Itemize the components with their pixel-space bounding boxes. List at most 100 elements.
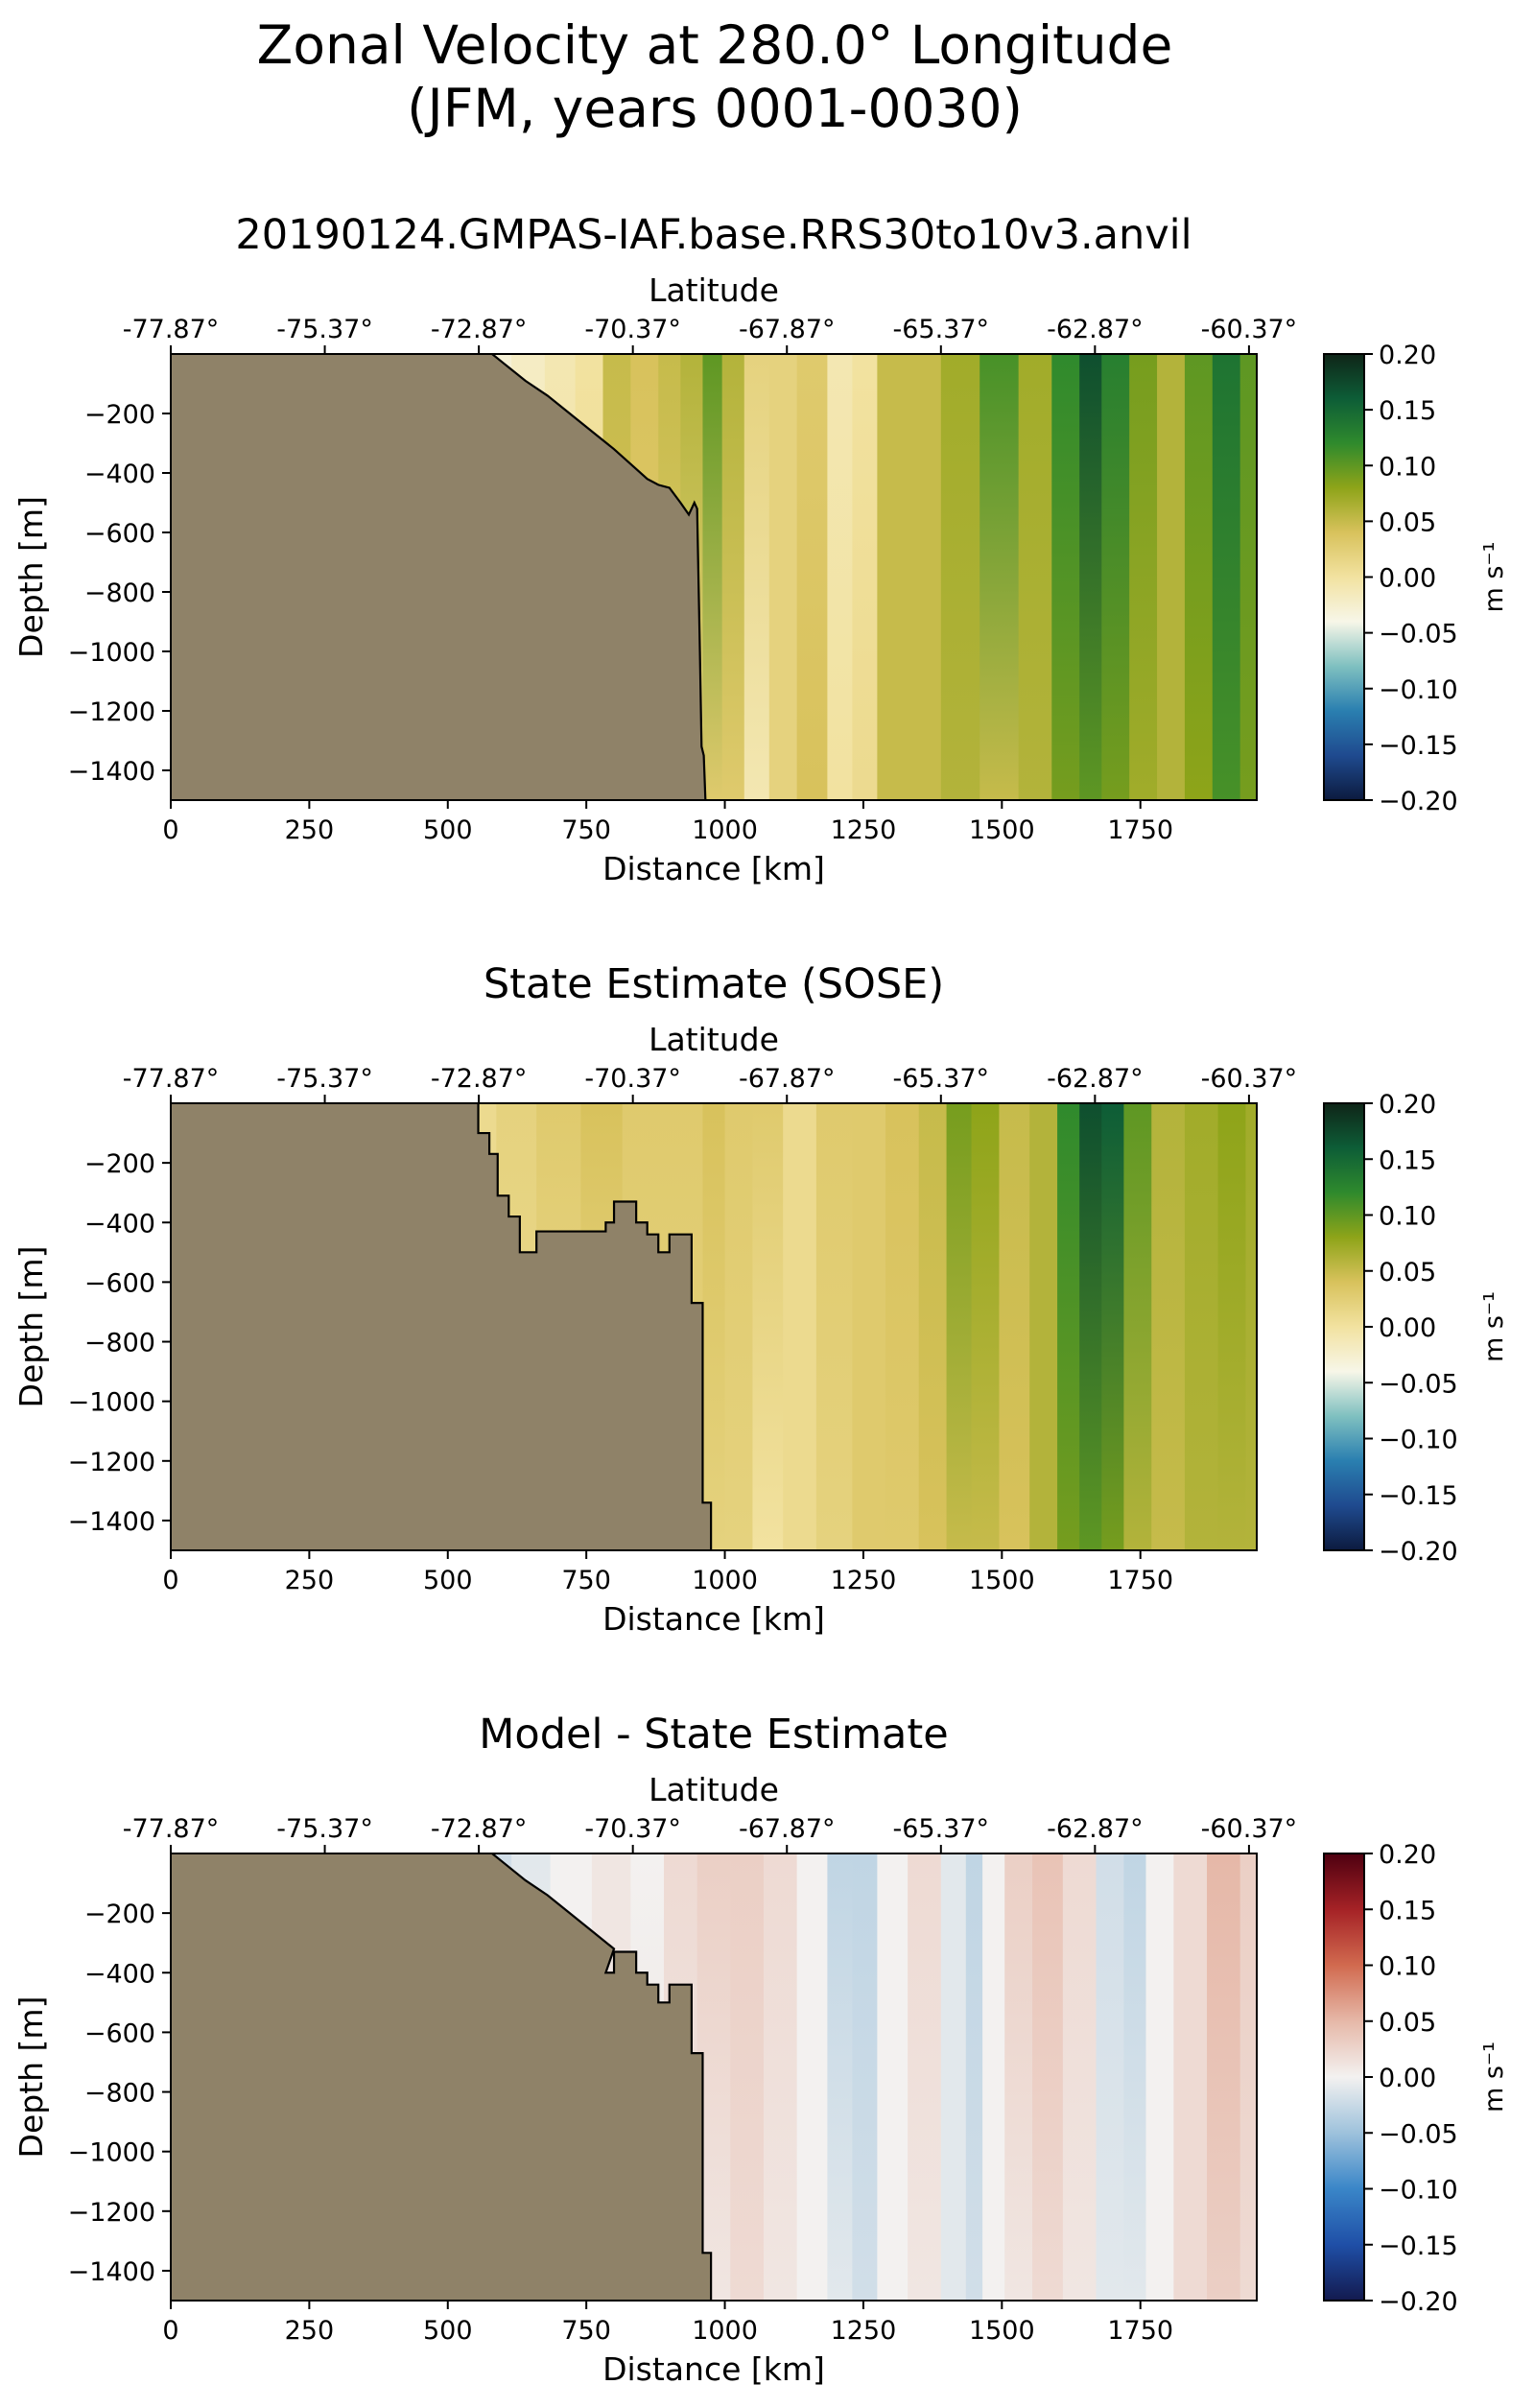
y-tick-label: −600 — [84, 1268, 155, 1298]
velocity-strip — [1151, 1103, 1186, 1550]
velocity-strip — [918, 1103, 948, 1550]
velocity-strip — [1101, 1103, 1124, 1550]
latitude-tick-label: -77.87° — [123, 1064, 220, 1094]
velocity-strip — [999, 1103, 1030, 1550]
velocity-strip — [1032, 1853, 1064, 2301]
latitude-axis-label: Latitude — [649, 271, 779, 309]
latitude-tick-label: -62.87° — [1047, 1814, 1144, 1844]
colorbar-tick-label: −0.20 — [1379, 2287, 1458, 2317]
velocity-strip — [815, 1103, 853, 1550]
y-axis-label: Depth [m] — [12, 1996, 50, 2159]
latitude-tick-label: -67.87° — [739, 1814, 836, 1844]
y-tick-label: −600 — [84, 2018, 155, 2048]
x-tick-label: 1500 — [969, 815, 1035, 845]
velocity-strip — [752, 1103, 784, 1550]
latitude-tick-label: -60.37° — [1201, 315, 1298, 344]
x-tick-label: 500 — [423, 2316, 473, 2346]
land-mask — [171, 1103, 712, 1550]
colorbar-tick-label: −0.10 — [1379, 675, 1458, 705]
x-axis-label: Distance [km] — [602, 1600, 825, 1638]
latitude-tick-label: -72.87° — [431, 1814, 528, 1844]
colorbar-tick-label: 0.15 — [1379, 1896, 1436, 1925]
latitude-tick-label: -75.37° — [276, 315, 373, 344]
velocity-strip — [1145, 1853, 1174, 2301]
velocity-strip — [1096, 1853, 1124, 2301]
velocity-strip — [724, 1103, 754, 1550]
colorbar-tick-label: −0.10 — [1379, 2176, 1458, 2206]
x-tick-label: 1250 — [831, 2316, 897, 2346]
velocity-strip — [1239, 1853, 1258, 2301]
x-tick-label: 750 — [561, 1566, 611, 1595]
velocity-strip — [852, 1103, 886, 1550]
x-tick-label: 1250 — [831, 815, 897, 845]
colorbar-tick-label: −0.20 — [1379, 1537, 1458, 1567]
colorbar-tick-label: −0.10 — [1379, 1426, 1458, 1455]
velocity-strip — [979, 354, 1020, 800]
velocity-strip — [1051, 354, 1080, 800]
x-tick-label: 250 — [285, 815, 335, 845]
x-tick-label: 0 — [162, 815, 178, 845]
latitude-tick-label: -60.37° — [1201, 1064, 1298, 1094]
velocity-strip — [1018, 354, 1052, 800]
velocity-strip — [1079, 354, 1102, 800]
latitude-tick-label: -62.87° — [1047, 315, 1144, 344]
colorbar-tick-label: 0.20 — [1379, 1090, 1436, 1120]
latitude-axis-label: Latitude — [649, 1021, 779, 1058]
plot-frame — [170, 353, 1258, 801]
x-tick-label: 250 — [285, 1566, 335, 1595]
x-tick-label: 1250 — [831, 1566, 897, 1595]
colorbar-tick-label: 0.20 — [1379, 1840, 1436, 1870]
y-tick-label: −1000 — [68, 1388, 155, 1418]
figure-title: Zonal Velocity at 280.0° Longitude (JFM,… — [0, 13, 1429, 140]
velocity-strip — [796, 1853, 828, 2301]
land-mask — [171, 1853, 712, 2301]
land-mask — [171, 354, 706, 800]
x-tick-label: 1000 — [692, 1566, 758, 1595]
x-tick-label: 500 — [423, 815, 473, 845]
y-tick-label: −200 — [84, 400, 155, 430]
velocity-strip — [908, 354, 942, 800]
y-tick-label: −1400 — [68, 2257, 155, 2287]
velocity-strip — [1062, 1853, 1097, 2301]
figure-title-line-1: Zonal Velocity at 280.0° Longitude — [256, 14, 1173, 76]
bathymetry-line — [491, 1853, 713, 2301]
y-tick-label: −1200 — [68, 1448, 155, 1477]
colorbar-tick-label: −0.05 — [1379, 1369, 1458, 1399]
latitude-tick-label: -72.87° — [431, 1064, 528, 1094]
colorbar-tick-label: 0.05 — [1379, 508, 1436, 537]
colorbar-tick-label: 0.05 — [1379, 1258, 1436, 1287]
velocity-strip — [1217, 1103, 1247, 1550]
x-tick-label: 1750 — [1107, 1566, 1173, 1595]
velocity-strip — [702, 354, 723, 800]
velocity-strip — [796, 354, 828, 800]
y-tick-label: −200 — [84, 1149, 155, 1179]
velocity-strip — [827, 1853, 853, 2301]
velocity-strip — [1212, 354, 1241, 800]
latitude-tick-label: -70.37° — [584, 315, 681, 344]
latitude-tick-label: -60.37° — [1201, 1814, 1298, 1844]
y-tick-label: −800 — [84, 578, 155, 608]
chart-panel-2: State Estimate (SOSE) 0 250 500 750 1000 1250 1… — [12, 960, 1509, 1638]
latitude-tick-label: -67.87° — [739, 1064, 836, 1094]
x-tick-label: 250 — [285, 2316, 335, 2346]
velocity-strip — [908, 1853, 942, 2301]
velocity-strip — [852, 354, 878, 800]
colorbar-tick-label: −0.05 — [1379, 2119, 1458, 2149]
x-tick-label: 500 — [423, 1566, 473, 1595]
velocity-strip — [827, 354, 853, 800]
velocity-strip — [885, 1103, 920, 1550]
colorbar — [1323, 1102, 1365, 1551]
velocity-strip — [768, 354, 798, 800]
colorbar-tick-label: 0.00 — [1379, 564, 1436, 594]
colorbar-tick-label: 0.15 — [1379, 1145, 1436, 1175]
colorbar-tick-label: −0.20 — [1379, 787, 1458, 816]
y-tick-label: −1200 — [68, 2198, 155, 2228]
colorbar-tick-label: 0.00 — [1379, 2064, 1436, 2093]
velocity-strip — [1123, 1853, 1147, 2301]
velocity-strip — [1207, 1853, 1241, 2301]
y-tick-label: −1400 — [68, 757, 155, 787]
velocity-strip — [940, 1853, 967, 2301]
x-tick-label: 1750 — [1107, 815, 1173, 845]
x-tick-label: 0 — [162, 1566, 178, 1595]
